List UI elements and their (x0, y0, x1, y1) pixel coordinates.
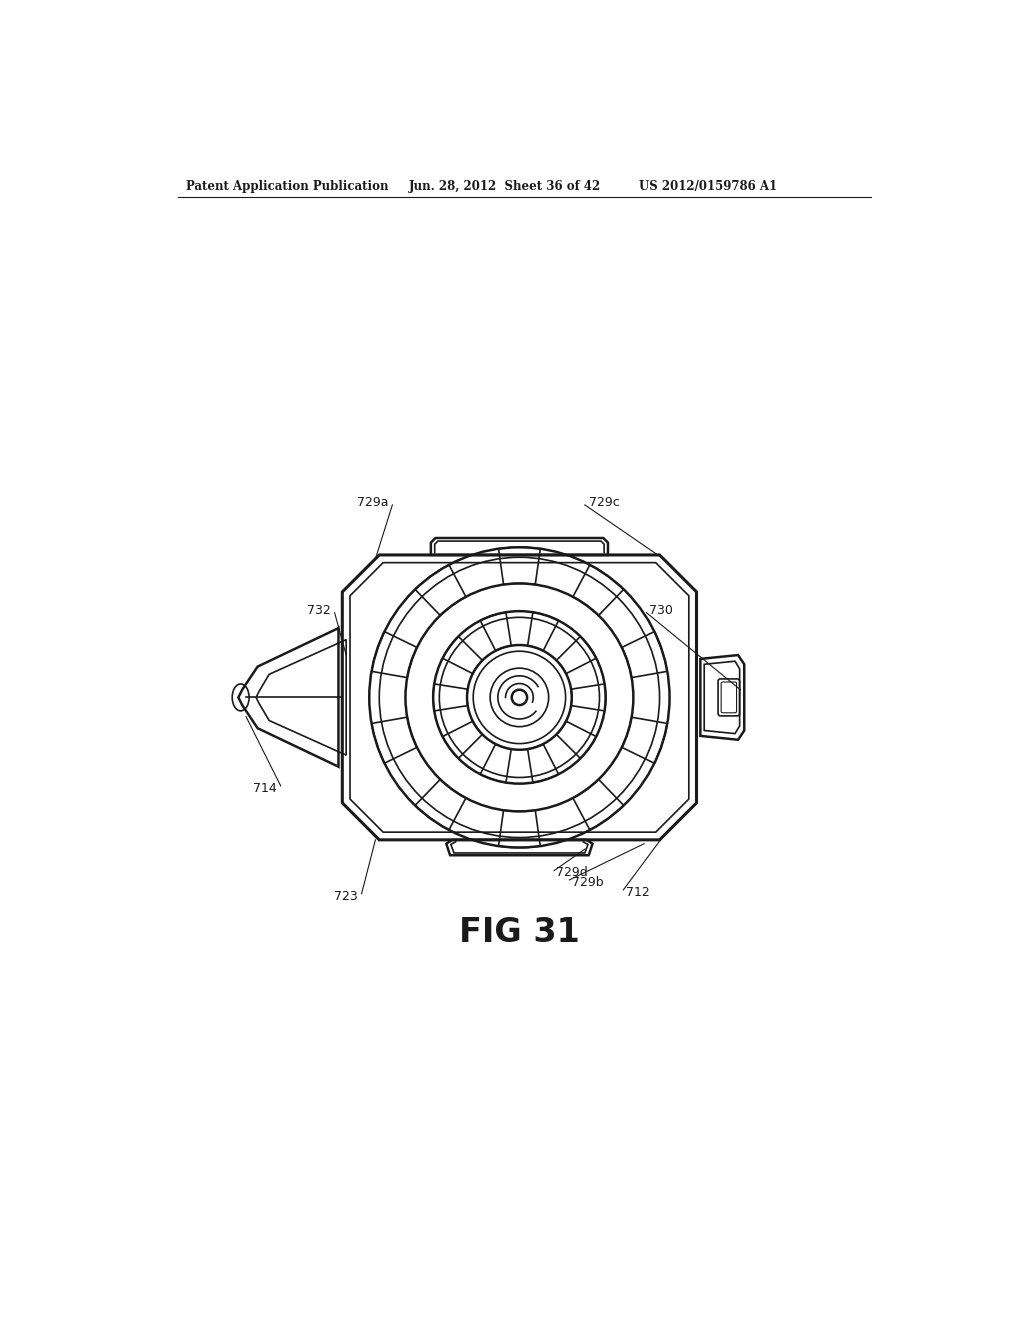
Text: 729b: 729b (571, 875, 603, 888)
Text: Patent Application Publication: Patent Application Publication (186, 181, 388, 194)
Text: Jun. 28, 2012  Sheet 36 of 42: Jun. 28, 2012 Sheet 36 of 42 (410, 181, 601, 194)
Text: 730: 730 (649, 603, 673, 616)
Text: 729a: 729a (357, 496, 388, 510)
Text: 732: 732 (307, 603, 331, 616)
Text: 729d: 729d (556, 866, 588, 879)
Text: FIG 31: FIG 31 (459, 916, 580, 949)
Text: US 2012/0159786 A1: US 2012/0159786 A1 (639, 181, 777, 194)
Text: 729c: 729c (589, 496, 620, 510)
Text: 712: 712 (626, 886, 649, 899)
Text: 714: 714 (253, 781, 276, 795)
Text: 723: 723 (334, 890, 357, 903)
